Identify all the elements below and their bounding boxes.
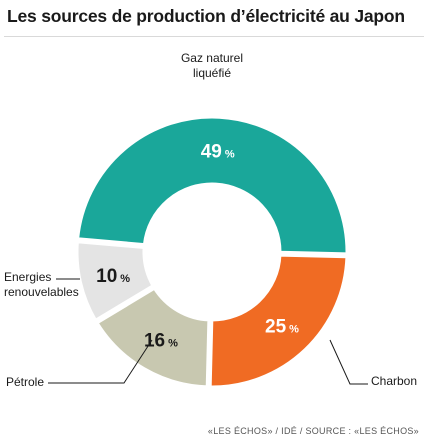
- slice-category-label: Gaz naturel: [181, 51, 243, 65]
- slice-category-label: Energies: [4, 270, 51, 284]
- chart-title: Les sources de production d’électricité …: [7, 6, 405, 26]
- slice-category-label: renouvelables: [4, 285, 79, 299]
- slice-value-label: 49%: [201, 142, 235, 163]
- slice-category-label: Pétrole: [6, 375, 44, 389]
- donut-slice-energies-renouvelables: [75, 240, 155, 323]
- slice-category-label: Charbon: [371, 374, 417, 388]
- donut-slice-charbon: [208, 253, 349, 389]
- donut-slice-p-trole: [94, 286, 211, 389]
- donut-slice-gaz-naturel-liqu-fi-: [76, 115, 349, 256]
- slice-value-label: 25%: [265, 317, 299, 338]
- slice-category-label: liquéfié: [193, 66, 231, 80]
- source-credit: «LES ÉCHOS» / IDÉ / SOURCE : «LES ÉCHOS»: [207, 426, 419, 436]
- slice-value-label: 10%: [96, 266, 130, 287]
- leader-line: [48, 339, 153, 384]
- leader-line: [329, 339, 368, 385]
- title-divider: [4, 36, 424, 37]
- slice-value-label: 16%: [144, 331, 178, 352]
